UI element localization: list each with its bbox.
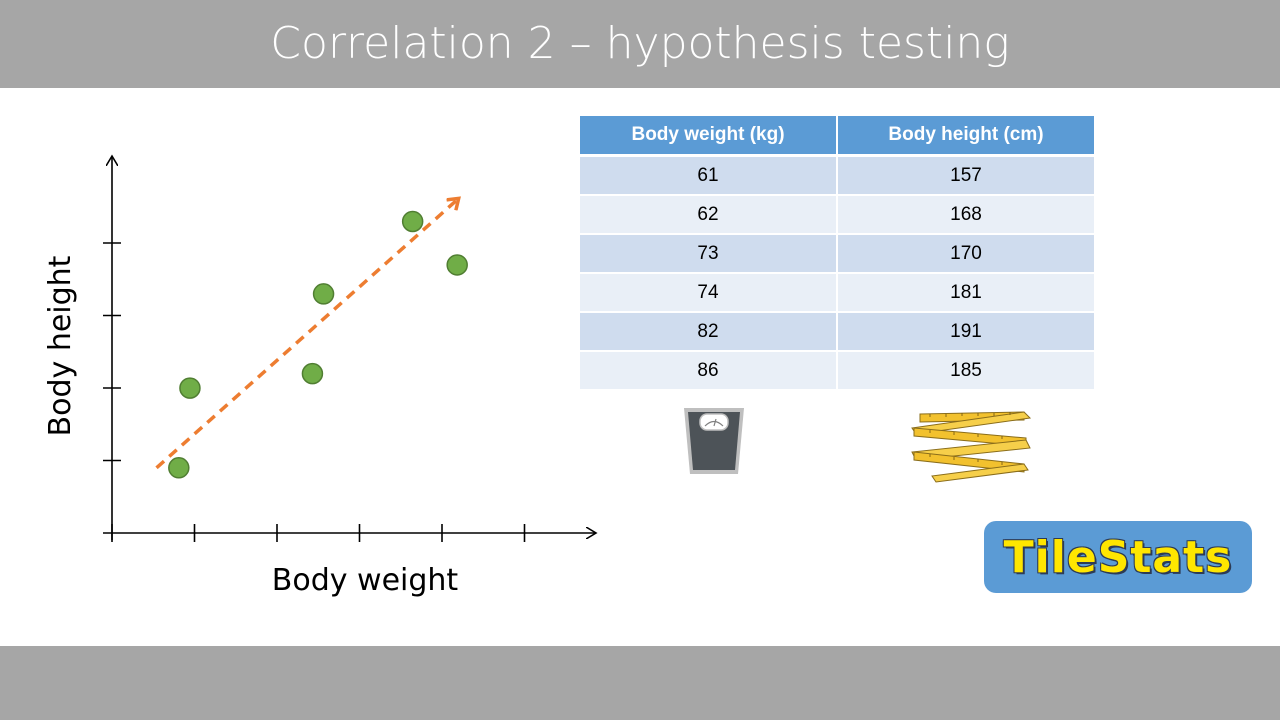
data-point <box>401 210 424 233</box>
table-row: 74 181 <box>580 273 1094 313</box>
cell-weight: 82 <box>580 312 838 352</box>
table-row: 82 191 <box>580 312 1094 352</box>
cell-height: 181 <box>837 273 1094 313</box>
data-point <box>179 377 201 399</box>
data-table: Body weight (kg) Body height (cm) 61 157… <box>580 116 1094 391</box>
data-points <box>168 210 468 479</box>
table-row: 73 170 <box>580 234 1094 274</box>
cell-height: 191 <box>837 312 1094 352</box>
title-banner: Correlation 2 – hypothesis testing <box>0 0 1280 88</box>
trend-line <box>155 200 458 470</box>
page-title: Correlation 2 – hypothesis testing <box>270 18 1010 69</box>
x-ticks <box>111 524 526 542</box>
bottom-banner <box>0 646 1280 720</box>
folding-ruler-icon <box>911 411 1032 483</box>
data-point <box>301 362 324 385</box>
y-ticks <box>103 242 121 462</box>
cell-weight: 62 <box>580 195 838 235</box>
cell-weight: 73 <box>580 234 838 274</box>
cell-height: 168 <box>837 195 1094 235</box>
logo-text: TileStats <box>1003 531 1233 583</box>
table-header-row: Body weight (kg) Body height (cm) <box>580 116 1094 157</box>
table-row: 86 185 <box>580 351 1094 391</box>
data-point <box>446 254 468 276</box>
y-axis-label: Body height <box>43 255 78 436</box>
header-body-weight: Body weight (kg) <box>580 116 838 157</box>
cell-weight: 74 <box>580 273 838 313</box>
cell-weight: 86 <box>580 351 838 391</box>
data-point <box>168 457 190 479</box>
tilestats-logo: TileStats <box>984 521 1252 593</box>
cell-height: 170 <box>837 234 1094 274</box>
header-body-height: Body height (cm) <box>837 116 1094 157</box>
cell-height: 185 <box>837 351 1094 391</box>
cell-weight: 61 <box>580 155 838 196</box>
table-row: 62 168 <box>580 195 1094 235</box>
x-axis-label: Body weight <box>272 563 459 598</box>
scatter-chart: Body weight Body height <box>43 88 620 598</box>
cell-height: 157 <box>837 155 1094 196</box>
data-point <box>312 283 335 305</box>
table-row: 61 157 <box>580 155 1094 196</box>
bathroom-scale-icon <box>684 408 744 474</box>
